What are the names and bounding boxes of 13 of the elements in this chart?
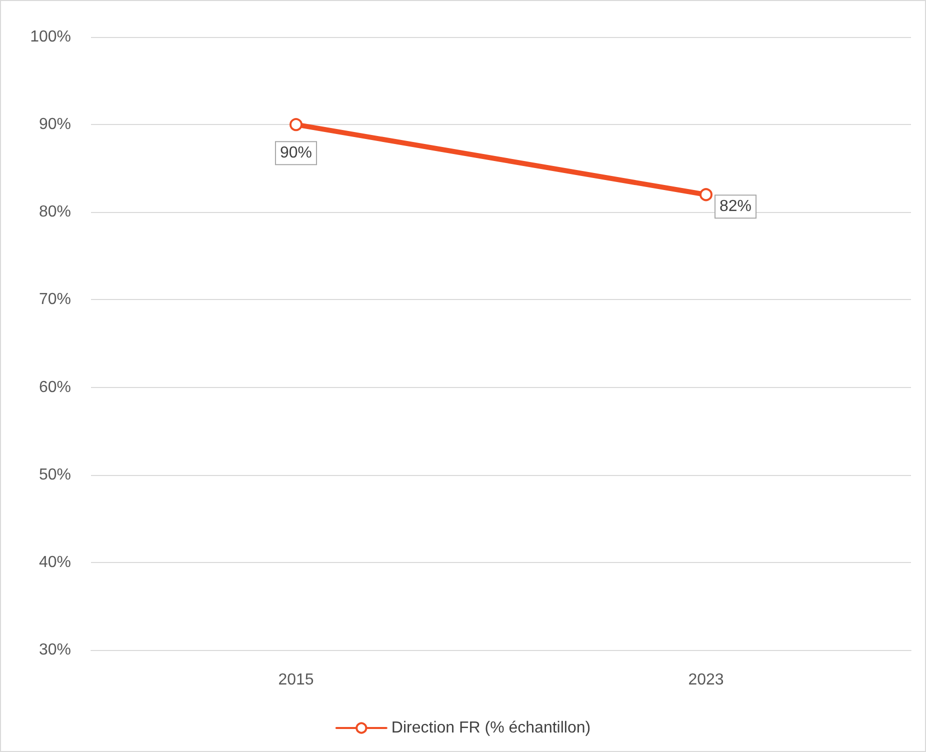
y-tick-label: 80%	[38, 204, 71, 221]
y-tick-label: 90%	[38, 116, 71, 134]
y-tick-label: 100%	[30, 28, 71, 46]
y-tick-label: 30%	[38, 642, 71, 658]
y-tick-label: 40%	[38, 554, 71, 571]
x-tick-label: 2015	[278, 672, 314, 688]
y-tick-label: 70%	[38, 291, 71, 308]
legend-label: Direction FR (% échantillon)	[391, 720, 591, 736]
y-tick-label: 60%	[38, 378, 71, 396]
data-label: 82%	[720, 198, 752, 216]
y-tick-label: 50%	[38, 466, 71, 484]
data-label: 90%	[280, 144, 312, 162]
x-tick-label: 2023	[688, 672, 724, 688]
